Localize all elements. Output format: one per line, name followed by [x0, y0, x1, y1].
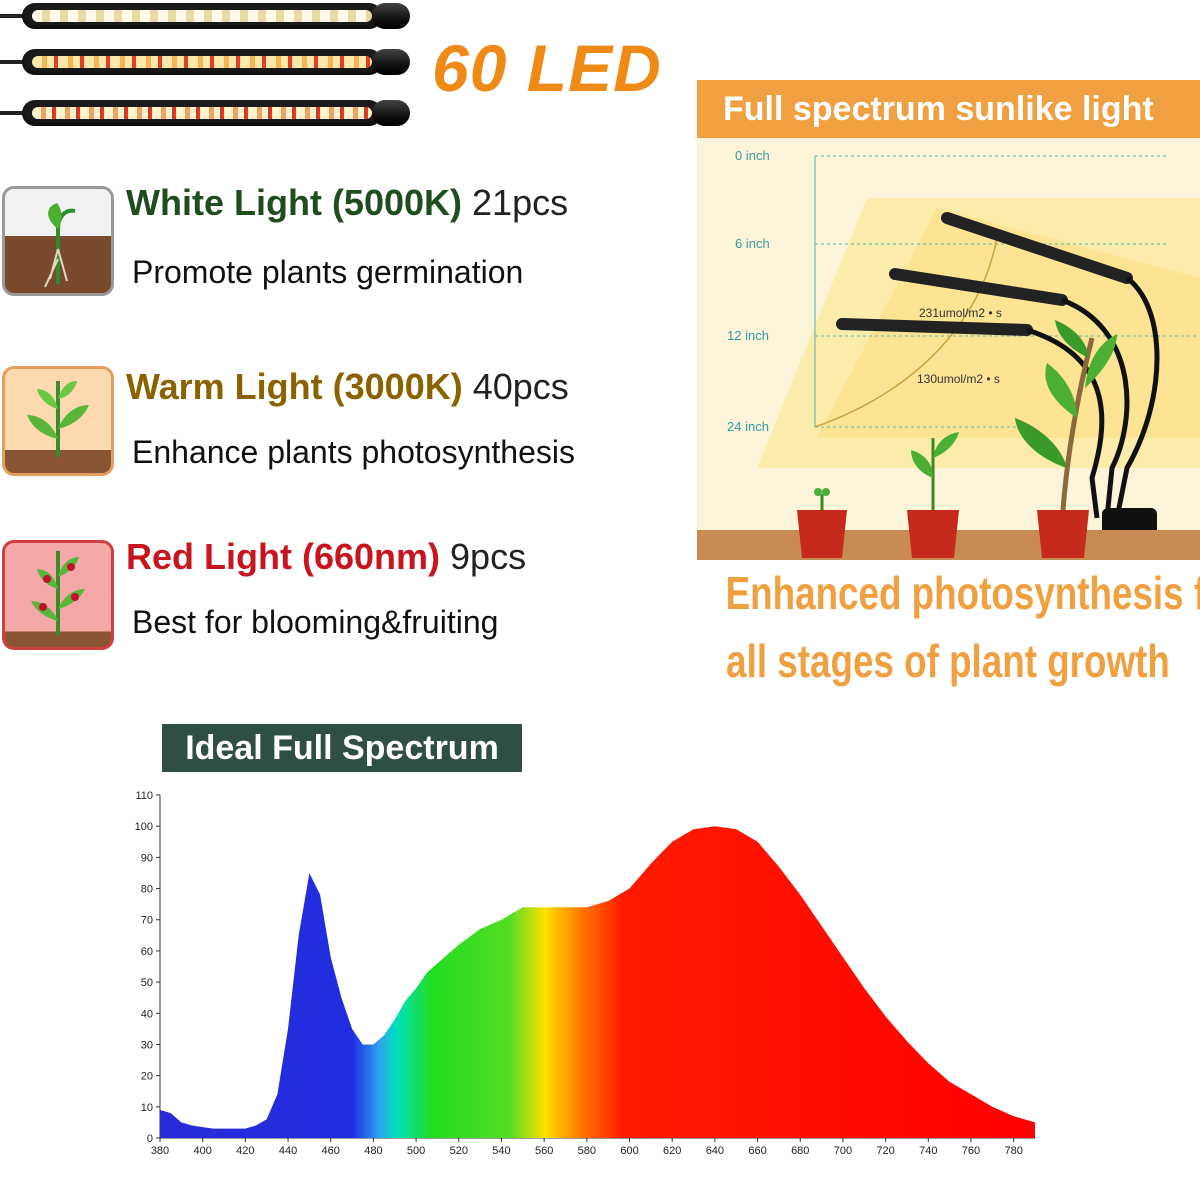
y-tick-label: 40	[141, 1008, 153, 1020]
x-tick-label: 480	[364, 1145, 382, 1157]
feature-red-label: Red Light (660nm)	[126, 536, 441, 577]
x-tick-label: 660	[748, 1145, 766, 1157]
feature-red-title: Red Light (660nm) 9pcs	[126, 536, 526, 578]
x-tick-label: 580	[578, 1145, 596, 1157]
panel-header: Full spectrum sunlike light	[697, 80, 1200, 138]
feature-red-desc: Best for blooming&fruiting	[132, 604, 499, 640]
led-strip-warm	[0, 49, 412, 75]
feature-warm-label: Warm Light (3000K)	[126, 366, 463, 407]
x-tick-label: 720	[876, 1145, 894, 1157]
y-tick-label: 10	[141, 1102, 153, 1114]
x-tick-label: 700	[834, 1145, 852, 1157]
feature-warm-title: Warm Light (3000K) 40pcs	[126, 366, 569, 408]
y-tick-label: 70	[141, 915, 153, 927]
height-0: 0 inch	[735, 148, 770, 163]
x-tick-label: 380	[151, 1145, 169, 1157]
x-tick-label: 540	[492, 1145, 510, 1157]
feature-red-count: 9pcs	[450, 536, 527, 577]
intensity-low: 130umol/m2 • s	[917, 372, 1000, 386]
x-tick-label: 500	[407, 1145, 425, 1157]
flowering-plant-icon	[2, 540, 114, 650]
feature-white-label: White Light (5000K)	[126, 182, 463, 223]
enhanced-line-2: all stages of plant growth	[726, 635, 1170, 687]
led-strip-white	[0, 3, 412, 29]
x-tick-label: 420	[236, 1145, 254, 1157]
x-tick-label: 780	[1004, 1145, 1022, 1157]
x-tick-label: 440	[279, 1145, 297, 1157]
y-tick-label: 50	[141, 977, 153, 989]
height-24: 24 inch	[727, 419, 769, 434]
grow-light-illustration: 0 inch 6 inch 12 inch 24 inch 231umol/m2…	[697, 138, 1200, 560]
y-tick-label: 30	[141, 1039, 153, 1051]
led-strip-mixed	[0, 100, 412, 126]
x-tick-label: 760	[962, 1145, 980, 1157]
x-tick-label: 520	[450, 1145, 468, 1157]
x-tick-label: 400	[194, 1145, 212, 1157]
y-tick-label: 80	[141, 884, 153, 896]
led-count-title: 60 LED	[432, 31, 662, 105]
x-tick-label: 740	[919, 1145, 937, 1157]
y-tick-label: 20	[141, 1071, 153, 1083]
height-6: 6 inch	[735, 236, 770, 251]
feature-white-count: 21pcs	[472, 182, 569, 223]
y-tick-label: 90	[141, 852, 153, 864]
feature-warm-desc: Enhance plants photosynthesis	[132, 434, 575, 470]
x-tick-label: 560	[535, 1145, 553, 1157]
x-tick-label: 640	[706, 1145, 724, 1157]
y-tick-label: 110	[135, 790, 153, 802]
y-tick-label: 100	[135, 821, 153, 833]
young-plant-icon	[2, 366, 114, 476]
enhanced-line-1: Enhanced photosynthesis for	[725, 567, 1200, 619]
x-tick-label: 680	[791, 1145, 809, 1157]
x-tick-label: 600	[620, 1145, 638, 1157]
intensity-high: 231umol/m2 • s	[919, 306, 1002, 320]
spectrum-area	[160, 826, 1035, 1138]
spectrum-chart: 0 10 20 30 40 50 60 70 80 90 100 110 380 400 420 440 460…	[135, 790, 1035, 1157]
feature-white-title: White Light (5000K) 21pcs	[126, 182, 568, 224]
y-tick-label: 0	[147, 1133, 153, 1145]
height-12: 12 inch	[727, 328, 769, 343]
chart-title: Ideal Full Spectrum	[162, 724, 522, 772]
y-tick-label: 60	[141, 946, 153, 958]
seedling-icon	[2, 186, 114, 296]
x-tick-label: 460	[322, 1145, 340, 1157]
x-tick-label: 620	[663, 1145, 681, 1157]
feature-warm-count: 40pcs	[472, 366, 569, 407]
feature-white-desc: Promote plants germination	[132, 254, 524, 290]
